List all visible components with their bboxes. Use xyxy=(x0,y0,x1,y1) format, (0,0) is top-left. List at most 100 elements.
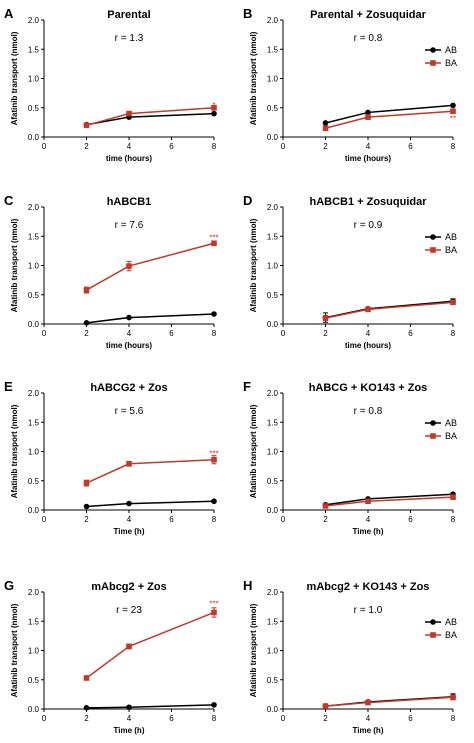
panel-c-series-ab xyxy=(83,311,217,326)
panel-e-letter: E xyxy=(4,379,13,394)
panel-d-ba-line xyxy=(325,301,454,319)
panel-c-x-tick-label: 8 xyxy=(212,329,217,338)
panel-b-y-tick-label: 1.0 xyxy=(267,75,279,84)
panel-b-ratio: r = 0.8 xyxy=(354,33,383,44)
panel-f-ba-point xyxy=(322,503,329,509)
panel-g-x-tick-label: 6 xyxy=(169,714,174,723)
panel-b-series-ba xyxy=(322,108,456,132)
panel-a-y-tick-label: 1.5 xyxy=(28,45,40,54)
panel-a-ba-point xyxy=(83,122,90,129)
panel-e-y-tick-label: 2.0 xyxy=(28,389,40,398)
panel-d-ratio: r = 0.9 xyxy=(354,220,383,231)
panel-g-series-ba xyxy=(83,607,217,681)
panel-g-ab-line xyxy=(86,704,215,709)
panel-b-ba-point xyxy=(322,125,329,132)
panel-c-y-tick-label: 1.0 xyxy=(28,262,40,271)
panel-h-legend-ab: AB xyxy=(425,617,457,627)
panel-h-y-tick-label: 0.5 xyxy=(267,676,279,685)
panel-b-letter: B xyxy=(243,6,252,21)
panel-e-y-axis-title: Afatinib transport (nmol) xyxy=(10,404,19,498)
panel-e-ba-point xyxy=(83,480,90,486)
panel-f-series-ba xyxy=(322,494,456,509)
panel-g-x-tick-label: 0 xyxy=(42,714,47,723)
panel-h-ratio: r = 1.0 xyxy=(354,605,383,616)
panel-f-legend-ba: BA xyxy=(425,431,457,441)
panel-f-x-tick-label: 0 xyxy=(281,515,286,524)
panel-c-y-tick-label: 0.5 xyxy=(28,291,40,300)
panel-d-y-tick-label: 0.5 xyxy=(267,291,279,300)
panel-g-ratio: r = 23 xyxy=(116,605,142,616)
panel-c-ba-line xyxy=(86,242,215,291)
panel-a-x-tick-label: 2 xyxy=(84,142,89,151)
panel-f-y-axis-title: Afatinib transport (nmol) xyxy=(249,404,258,498)
panel-h-y-tick-label: 1.5 xyxy=(267,617,279,626)
panel-e-y-tick-label: 0.0 xyxy=(28,506,40,515)
panel-h-x-tick-label: 8 xyxy=(451,714,456,723)
panel-d-legend-marker xyxy=(430,247,436,253)
panel-a-x-tick-label: 4 xyxy=(127,142,132,151)
panel-b-y-tick-label: 0.0 xyxy=(267,133,279,142)
panel-d-ba-point xyxy=(450,299,456,306)
panel-d-legend-marker xyxy=(430,234,436,240)
panel-e-ab-point xyxy=(83,503,90,510)
panel-d-ba-point xyxy=(365,306,371,313)
panel-g-title: mAbcg2 + Zos xyxy=(91,581,167,593)
panel-a-significance-marker: * xyxy=(212,101,215,110)
panel-d-x-tick-label: 0 xyxy=(281,329,286,338)
panel-b-legend-label: AB xyxy=(445,45,457,55)
panel-c-ab-point xyxy=(83,320,90,326)
panel-b-y-axis-title: Afatinib transport (nmol) xyxy=(249,31,258,125)
panel-b-ab-point xyxy=(450,102,456,109)
panel-d-series-ab xyxy=(322,298,456,323)
panel-b-legend-marker xyxy=(430,60,436,66)
panel-c-x-tick-label: 0 xyxy=(42,329,47,338)
panel-b-y-tick-label: 1.5 xyxy=(267,45,279,54)
panel-h-ba-point xyxy=(365,699,371,706)
panel-c-ab-line xyxy=(86,313,215,324)
panel-e-ba-point xyxy=(211,456,217,463)
panel-c-ba-point xyxy=(211,240,217,247)
panel-h-legend-marker xyxy=(430,632,436,638)
panel-b-x-tick-label: 2 xyxy=(323,142,328,151)
panel-c-ba-point xyxy=(126,263,132,269)
panel-e-ab-point xyxy=(126,500,132,507)
panel-h-title: mAbcg2 + KO143 + Zos xyxy=(307,581,430,593)
panel-b-y-tick-label: 0.5 xyxy=(267,104,279,113)
panel-g-y-tick-label: 1.5 xyxy=(28,617,40,626)
panel-b-ba-point xyxy=(450,108,456,115)
panel-f-y-tick-label: 0.5 xyxy=(267,477,279,486)
panel-a-ab-line xyxy=(86,112,215,126)
panel-b-x-axis-title: time (hours) xyxy=(345,154,392,163)
panel-d-legend-label: BA xyxy=(445,245,457,255)
panel-e-ratio: r = 5.6 xyxy=(115,406,144,417)
panel-g-significance-marker: *** xyxy=(209,600,218,609)
panel-b-series-ab xyxy=(322,102,456,126)
panel-f-letter: F xyxy=(243,379,251,394)
panel-d-y-tick-label: 0.0 xyxy=(267,320,279,329)
panel-d-x-tick-label: 2 xyxy=(323,329,328,338)
panel-h-x-tick-label: 0 xyxy=(281,714,286,723)
panel-g-y-axis-title: Afatinib transport (nmol) xyxy=(10,603,19,697)
panel-b-legend-ba: BA xyxy=(425,58,457,68)
panel-e-x-tick-label: 6 xyxy=(169,515,174,524)
panel-c-x-axis-title: time (hours) xyxy=(106,341,153,350)
panel-g-letter: G xyxy=(4,578,14,593)
panel-d-legend-label: AB xyxy=(445,232,457,242)
panel-c-ratio: r = 7.6 xyxy=(115,220,144,231)
panel-f-y-tick-label: 0.0 xyxy=(267,506,279,515)
panel-a-y-tick-label: 2.0 xyxy=(28,16,40,25)
panel-e-y-tick-label: 0.5 xyxy=(28,477,40,486)
panel-d-x-tick-label: 6 xyxy=(408,329,413,338)
panel-b: B Parental + Zosuquidar r = 0.8 0.0 0.5 1.0 1.… xyxy=(243,6,457,163)
panel-f-legend-label: AB xyxy=(445,418,457,428)
panel-h-ba-point xyxy=(322,703,329,709)
panel-b-ab-point xyxy=(365,109,371,116)
panel-d-legend-ba: BA xyxy=(425,245,457,255)
panel-g-ba-point xyxy=(126,643,132,650)
panel-h-legend-ba: BA xyxy=(425,630,457,640)
panel-a-x-tick-label: 0 xyxy=(42,142,47,151)
